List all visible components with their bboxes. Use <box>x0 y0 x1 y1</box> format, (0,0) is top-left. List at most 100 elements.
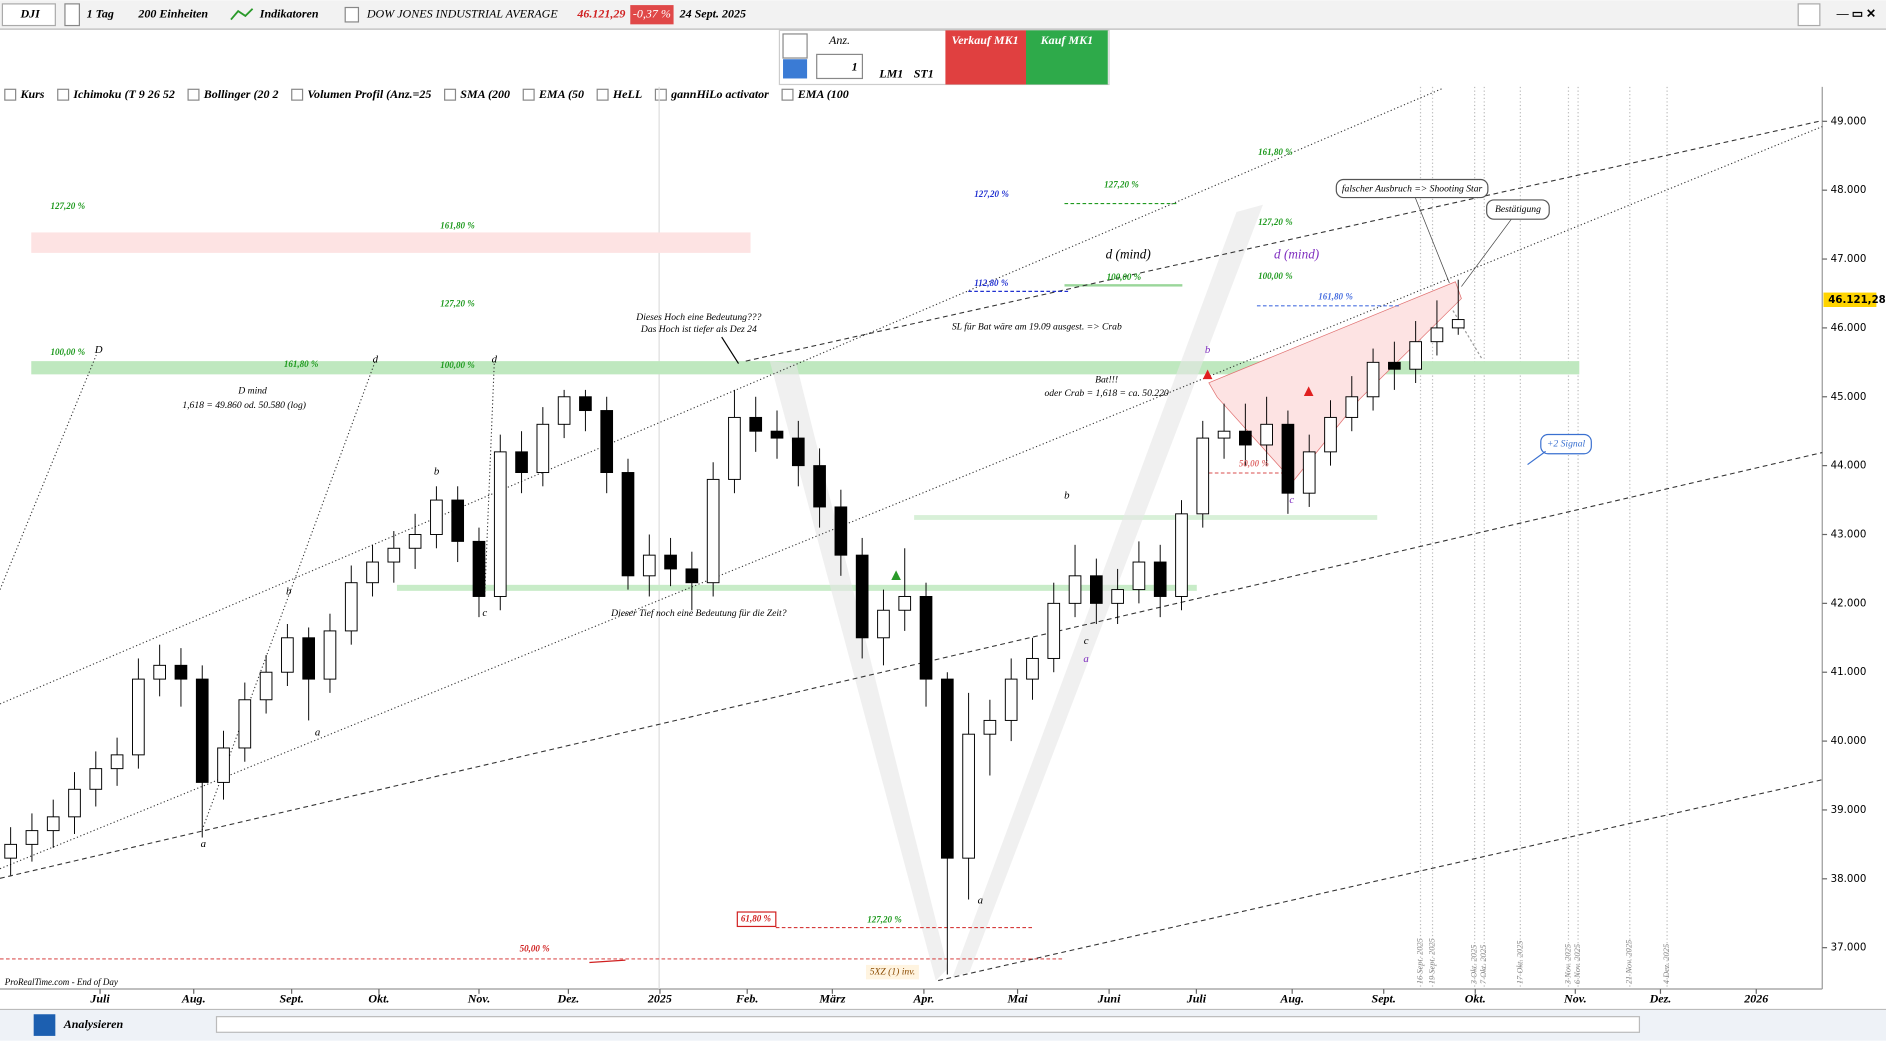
annotation: D mind <box>237 385 267 396</box>
fib-label: 127,20 % <box>440 299 475 309</box>
x-tick-label: 2025 <box>647 992 672 1006</box>
candle-body <box>706 478 720 584</box>
wave-label: b <box>1064 489 1070 501</box>
checkbox[interactable] <box>596 88 609 101</box>
y-tick-label: 41.000 <box>1831 667 1867 678</box>
indicator-label[interactable]: EMA (100 <box>797 87 849 101</box>
wave-label: a <box>315 726 320 738</box>
candle-body <box>1366 361 1380 398</box>
wave-label: d <box>492 353 498 365</box>
candle-body <box>940 678 954 859</box>
fib-label: 127,20 % <box>1258 217 1293 227</box>
lm-button[interactable]: LM1 <box>878 67 903 81</box>
candle-body <box>962 733 975 859</box>
candle-body <box>1047 602 1061 659</box>
x-tick-label: Sept. <box>279 992 303 1006</box>
fib-label: 161,80 % <box>1318 291 1353 301</box>
candle-body <box>579 396 592 412</box>
fib-label: 50,00 % <box>520 943 551 953</box>
v-pattern <box>769 361 948 981</box>
checkbox[interactable] <box>291 88 304 101</box>
checkbox[interactable] <box>57 88 70 101</box>
trend-lines <box>0 87 1823 982</box>
checkbox[interactable] <box>781 88 794 101</box>
st-button[interactable]: ST1 <box>914 67 934 81</box>
candle-body <box>1026 657 1039 680</box>
indicator-label[interactable]: SMA (200 <box>460 87 510 101</box>
candle-body <box>685 568 699 584</box>
annotation: Dieses Hoch eine Bedeutung??? <box>635 312 761 323</box>
info-icon[interactable] <box>344 6 360 23</box>
trend-line <box>0 452 1823 879</box>
candle-body <box>366 561 379 584</box>
x-tick-label: 2026 <box>1743 992 1769 1006</box>
v-pattern <box>952 204 1263 977</box>
checkbox[interactable] <box>654 88 667 101</box>
y-tick-label: 42.000 <box>1831 598 1867 609</box>
y-tick-label: 45.000 <box>1831 392 1867 403</box>
indicator-label[interactable]: Volumen Profil (Anz.=25 <box>307 87 431 101</box>
window-buttons[interactable]: — ▭ ✕ <box>1836 6 1876 20</box>
date-label: 3 Okt. 2025 <box>1470 945 1479 985</box>
wave-label: D <box>94 344 103 356</box>
sell-button[interactable] <box>945 30 1026 85</box>
checkbox[interactable] <box>187 88 200 101</box>
checkbox[interactable] <box>4 88 17 101</box>
fib-label: 50,00 % <box>1239 459 1270 469</box>
candle-body <box>898 595 912 611</box>
indicator-label[interactable]: EMA (50 <box>538 87 584 101</box>
qty-box[interactable] <box>816 53 864 80</box>
toolbar-bg <box>0 0 1886 30</box>
sell-label[interactable]: Verkauf MK1 <box>952 33 1019 47</box>
candle-body <box>1451 319 1465 329</box>
candle-body <box>749 416 763 432</box>
period[interactable]: 1 Tag <box>87 6 114 20</box>
trend-line <box>745 120 1823 362</box>
callout <box>1486 199 1550 220</box>
analyze-button[interactable]: Analysieren <box>63 1017 124 1031</box>
scrollbar[interactable] <box>215 1016 1641 1033</box>
indicator-label[interactable]: Kurs <box>19 87 44 101</box>
annotation: Bat!!! <box>1095 375 1118 386</box>
y-tick-label: 44.000 <box>1831 461 1867 472</box>
candle-body <box>110 754 124 770</box>
analyze-icon[interactable] <box>33 1014 56 1036</box>
signal-marker <box>1303 386 1314 397</box>
indicator-label[interactable]: HeLL <box>612 87 642 101</box>
tool-icons[interactable] <box>1647 1014 1877 1036</box>
candle-body <box>1302 451 1316 494</box>
indicator-icon[interactable] <box>230 8 254 21</box>
buy-button[interactable] <box>1025 30 1108 85</box>
indicators[interactable]: Indikatoren <box>259 6 319 20</box>
candle-body <box>834 506 848 556</box>
checkbox[interactable] <box>444 88 457 101</box>
candle-body <box>515 451 528 474</box>
x-tick-label: Nov. <box>467 992 491 1006</box>
keypad-button[interactable] <box>783 59 808 79</box>
y-tick-label: 48.000 <box>1831 185 1867 196</box>
checkbox[interactable] <box>522 88 535 101</box>
indicator-label[interactable]: Ichimoku (T 9 26 52 <box>72 87 174 101</box>
wave-label: a <box>978 895 983 907</box>
app-icon[interactable] <box>1797 3 1821 27</box>
date-label: 21 Nov. 2025 <box>1625 940 1634 984</box>
candle-body <box>238 699 252 749</box>
settings-button[interactable] <box>782 33 808 59</box>
candle-body <box>132 678 145 756</box>
candle-body <box>323 630 337 680</box>
label-box <box>866 964 919 980</box>
symbol-box[interactable] <box>1 3 56 27</box>
period-icon[interactable] <box>64 3 80 27</box>
wave-label: c <box>1289 494 1294 506</box>
qty[interactable]: 1 <box>852 59 858 73</box>
units[interactable]: 200 Einheiten <box>137 6 208 20</box>
annotation: oder Crab = 1,618 = ca. 50.220 <box>1044 388 1168 399</box>
y-tick-label: 49.000 <box>1831 116 1867 127</box>
x-tick-label: Dez. <box>1649 992 1672 1006</box>
x-tick-label: Juli <box>89 992 110 1006</box>
buy-label[interactable]: Kauf MK1 <box>1040 33 1093 47</box>
indicator-label[interactable]: gannHiLo activator <box>670 87 769 101</box>
candle-body <box>25 830 39 845</box>
symbol[interactable]: DJI <box>19 6 41 20</box>
indicator-label[interactable]: Bollinger (20 2 <box>203 87 279 101</box>
